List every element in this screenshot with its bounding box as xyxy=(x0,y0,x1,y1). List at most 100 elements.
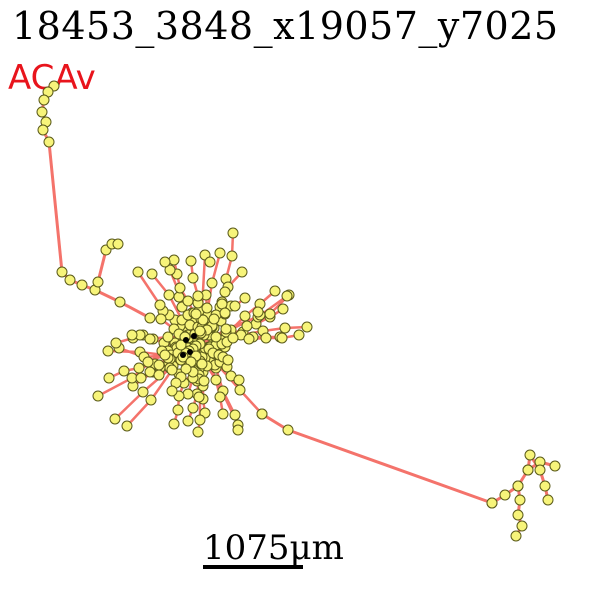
branch-node xyxy=(241,320,253,332)
branch-node xyxy=(514,494,526,506)
branch-node xyxy=(187,272,199,284)
branch-node xyxy=(227,332,239,344)
branch-node xyxy=(301,321,313,333)
soma xyxy=(180,333,197,358)
branch-node xyxy=(144,366,156,378)
branch-node xyxy=(252,306,264,318)
soma-point xyxy=(180,352,186,358)
branch-node xyxy=(182,388,194,400)
branch-node xyxy=(293,329,305,341)
branch-node xyxy=(173,291,185,303)
branch-node xyxy=(516,520,528,532)
branch-node xyxy=(279,322,291,334)
branch-node xyxy=(204,256,216,268)
branch-node xyxy=(192,426,204,438)
branch-node xyxy=(76,279,88,291)
branch-node xyxy=(233,374,245,386)
branch-node xyxy=(121,420,133,432)
branch-node xyxy=(229,300,241,312)
branch-node xyxy=(219,307,231,319)
branch-node xyxy=(264,308,276,320)
branch-node xyxy=(282,424,294,436)
branch-node xyxy=(37,124,49,136)
branch-node xyxy=(522,464,534,476)
branch-node xyxy=(185,255,197,267)
branch-node xyxy=(182,295,194,307)
branch-node xyxy=(187,402,199,414)
branch-node xyxy=(210,331,222,343)
branch-node xyxy=(198,375,210,387)
branch-node xyxy=(234,384,246,396)
branch-node xyxy=(64,274,76,286)
branch-node xyxy=(168,418,180,430)
branch-node xyxy=(36,106,48,118)
soma-point xyxy=(183,337,189,343)
branch-node xyxy=(194,325,206,337)
branch-node xyxy=(133,362,145,374)
axon-branches xyxy=(40,84,557,538)
branch-node xyxy=(153,369,165,381)
branch-node xyxy=(499,489,511,501)
branch-node xyxy=(281,290,293,302)
branch-node xyxy=(206,277,218,289)
branch-node xyxy=(154,299,166,311)
branch-node xyxy=(512,509,524,521)
soma-point xyxy=(187,349,193,355)
branch-node xyxy=(227,227,239,239)
branch-node xyxy=(159,349,171,361)
branch-node xyxy=(163,289,175,301)
branch-node xyxy=(196,358,208,370)
branch-node xyxy=(38,94,50,106)
branch-node xyxy=(92,390,104,402)
branch-node xyxy=(175,339,187,351)
branch-node xyxy=(276,332,288,344)
branch-node xyxy=(534,464,546,476)
branch-node xyxy=(144,312,156,324)
branch-node xyxy=(172,404,184,416)
branch-node xyxy=(126,329,138,341)
branch-node xyxy=(524,449,536,461)
branch-node xyxy=(214,247,226,259)
branch-node xyxy=(137,386,149,398)
branch-node xyxy=(146,268,158,280)
branch-node xyxy=(155,313,167,325)
branch-node xyxy=(118,365,130,377)
branch-node xyxy=(229,409,241,421)
branch-node xyxy=(232,424,244,436)
branch-node xyxy=(510,530,522,542)
branch-node xyxy=(260,332,272,344)
branch-node xyxy=(269,285,281,297)
branch-node xyxy=(486,497,498,509)
branch-node xyxy=(43,136,55,148)
branch-node xyxy=(110,337,122,349)
branch-node xyxy=(190,308,202,320)
branch-node xyxy=(193,391,205,403)
branch-node xyxy=(109,413,121,425)
branch-node xyxy=(174,282,186,294)
branch-node xyxy=(220,323,232,335)
branch-nodes xyxy=(36,80,561,542)
branch-node xyxy=(512,480,524,492)
branch-node xyxy=(208,313,220,325)
branch-node xyxy=(164,264,176,276)
branch-node xyxy=(180,363,192,375)
branch-node xyxy=(102,345,114,357)
branch-node xyxy=(226,250,238,262)
branch-node xyxy=(539,480,551,492)
branch-node xyxy=(92,276,104,288)
branch-node xyxy=(162,331,174,343)
branch-node xyxy=(153,359,165,371)
branch-node xyxy=(112,238,124,250)
branch-node xyxy=(549,460,561,472)
branch-node xyxy=(256,408,268,420)
axon-segment xyxy=(260,412,494,505)
branch-node xyxy=(217,408,229,420)
branch-node xyxy=(210,374,222,386)
branch-node xyxy=(239,310,251,322)
soma-point xyxy=(191,333,197,339)
branch-node xyxy=(114,296,126,308)
branch-node xyxy=(168,254,180,266)
branch-node xyxy=(219,286,231,298)
branch-node xyxy=(159,256,171,268)
